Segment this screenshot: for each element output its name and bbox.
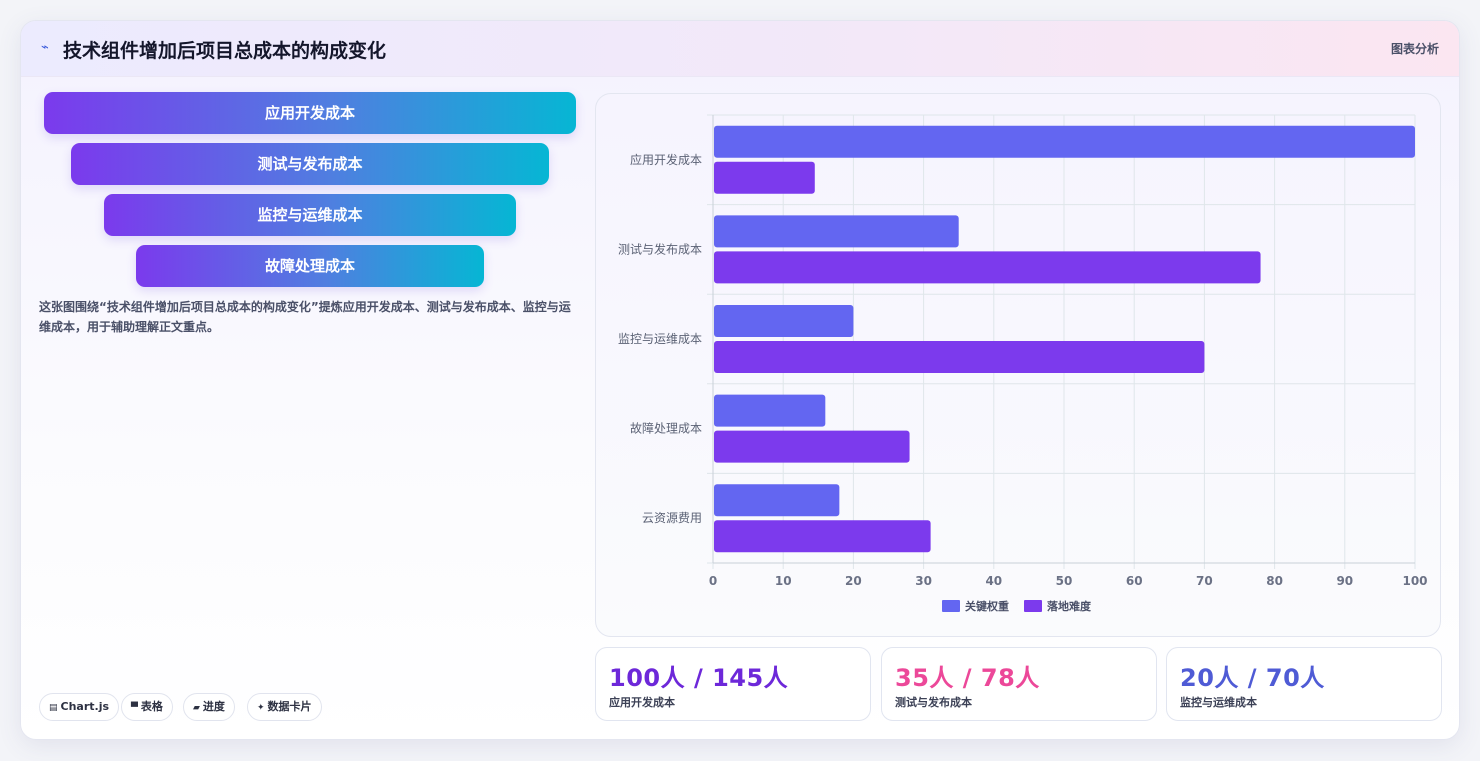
bar: [714, 430, 910, 463]
stat-label: 测试与发布成本: [895, 696, 972, 709]
chart-analysis-link[interactable]: 图表分析: [1390, 42, 1439, 56]
tag-progress[interactable]: ▰ 进度: [183, 693, 235, 721]
stat-value: 100人 / 145人: [609, 664, 789, 692]
y-tick-label: 应用开发成本: [630, 152, 702, 167]
bar: [714, 520, 931, 553]
stat-value: 35人 / 78人: [895, 664, 1040, 692]
funnel-step: 监控与运维成本: [104, 194, 516, 236]
tag-label: 表格: [140, 700, 163, 713]
main-card: ⌁ 技术组件增加后项目总成本的构成变化 图表分析 应用开发成本 测试与发布成本 …: [20, 20, 1460, 740]
stat-label: 应用开发成本: [609, 696, 675, 709]
x-tick-label: 10: [775, 574, 792, 588]
tag-chartjs[interactable]: ▤ Chart.js: [39, 693, 120, 721]
tag-label: 数据卡片: [267, 700, 312, 713]
tag-label: Chart.js: [60, 700, 110, 713]
chart-container: 0 10 20 30 40 50 60 70 80 90 100 应用开发成本测试与发布成本 监控与运维…: [595, 93, 1441, 637]
stat-card: 35人 / 78人 测试与发布成本: [881, 647, 1157, 721]
legend-label: 关键权重: [965, 599, 1009, 613]
legend-swatch: [1024, 600, 1042, 612]
tag-datacard[interactable]: ✦ 数据卡片: [247, 693, 322, 721]
table-icon: ▀: [131, 703, 138, 713]
y-tick-label: 监控与运维成本: [618, 332, 702, 346]
trend-icon: ⌁: [41, 40, 49, 55]
bar: [714, 394, 826, 427]
x-tick-label: 0: [709, 574, 717, 588]
x-tick-label: 80: [1266, 574, 1283, 588]
bar: [714, 484, 840, 517]
legend-swatch: [942, 600, 960, 612]
progress-icon: ▰: [193, 703, 200, 713]
sparkle-icon: ✦: [257, 703, 265, 713]
tag-label: 进度: [202, 700, 225, 713]
funnel-step: 应用开发成本: [44, 92, 576, 134]
bar: [714, 305, 854, 337]
funnel-step: 测试与发布成本: [71, 143, 549, 185]
legend-label: 落地难度: [1047, 599, 1092, 613]
card-header: ⌁ 技术组件增加后项目总成本的构成变化 图表分析: [21, 21, 1459, 77]
tag-table[interactable]: ▀ 表格: [121, 693, 173, 721]
bar: [714, 125, 1415, 158]
y-tick-label: 测试与发布成本: [618, 241, 702, 256]
bar: [714, 161, 815, 194]
stat-card: 20人 / 70人 监控与运维成本: [1166, 647, 1442, 721]
stat-label: 监控与运维成本: [1180, 696, 1257, 709]
x-tick-label: 20: [845, 574, 862, 588]
x-tick-label: 30: [915, 574, 932, 588]
bar: [714, 341, 1205, 373]
bar-chart: 0 10 20 30 40 50 60 70 80 90 100 应用开发成本测试与发布成本监控与运维…: [618, 114, 1428, 613]
x-tick-label: 50: [1056, 574, 1073, 588]
bar: [714, 215, 959, 248]
x-tick-label: 100: [1402, 574, 1427, 588]
chart-description: 这张图围绕“技术组件增加后项目总成本的构成变化”提炼应用开发成本、测试与发布成本…: [39, 300, 571, 334]
y-tick-label: 故障处理成本: [630, 421, 702, 436]
x-tick-label: 60: [1126, 574, 1143, 588]
page-title: 技术组件增加后项目总成本的构成变化: [63, 40, 387, 62]
stat-card: 100人 / 145人 应用开发成本: [595, 647, 871, 721]
stat-value: 20人 / 70人: [1180, 664, 1325, 692]
chart-icon: ▤: [49, 703, 58, 713]
x-tick-label: 40: [985, 574, 1002, 588]
x-tick-label: 70: [1196, 574, 1213, 588]
y-tick-label: 云资源费用: [642, 511, 702, 525]
funnel-step: 故障处理成本: [136, 245, 484, 287]
x-tick-label: 90: [1336, 574, 1353, 588]
bar: [714, 251, 1261, 284]
